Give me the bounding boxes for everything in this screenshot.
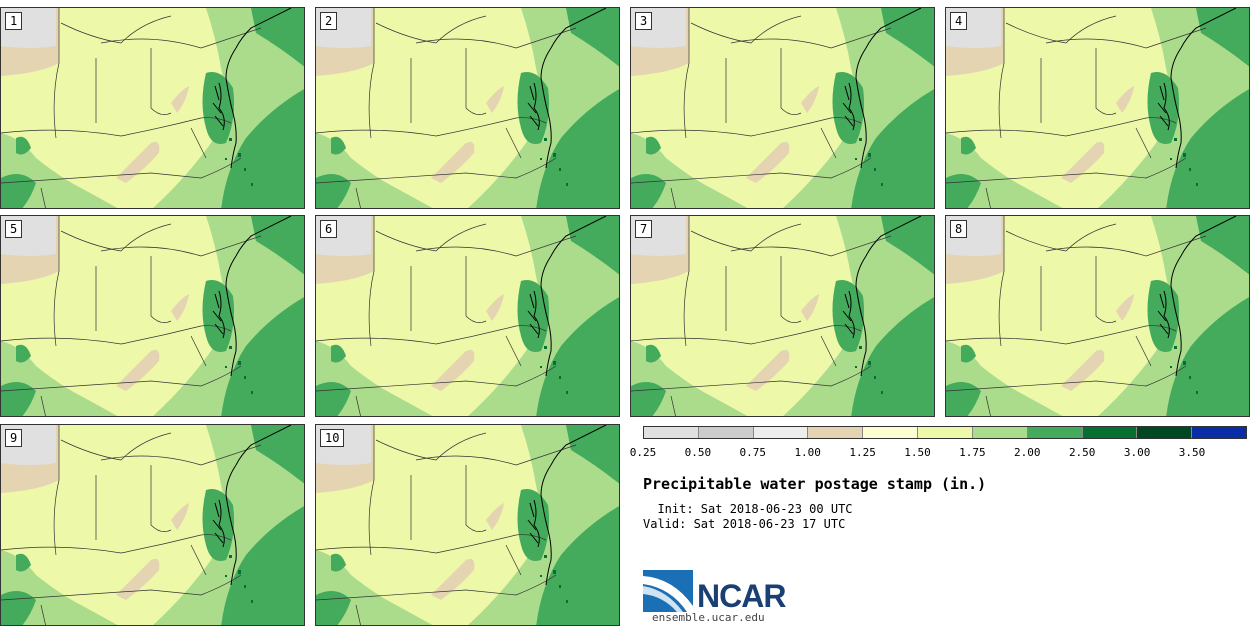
member-panel-6[interactable]: 6	[315, 215, 620, 417]
product-title: Precipitable water postage stamp (in.)	[643, 475, 987, 493]
member-panel-4[interactable]: 4	[945, 7, 1250, 209]
member-map-9	[1, 425, 305, 626]
member-number-1: 1	[5, 12, 23, 30]
member-number-8: 8	[950, 220, 968, 238]
colorbar-tick: 0.50	[684, 446, 712, 459]
colorbar-tick: 3.50	[1178, 446, 1206, 459]
colorbar-tick: 0.25	[629, 446, 657, 459]
colorbar-tick: 2.50	[1068, 446, 1096, 459]
member-map-5	[1, 216, 305, 417]
colorbar-tick: 2.00	[1014, 446, 1041, 459]
colorbar-swatch	[918, 427, 973, 438]
member-map-6	[316, 216, 620, 417]
colorbar-tick: 0.75	[739, 446, 767, 459]
member-number-7: 7	[635, 220, 653, 238]
colorbar-swatch	[1027, 427, 1083, 438]
member-map-10	[316, 425, 620, 626]
member-number-9: 9	[5, 429, 23, 447]
colorbar-swatch	[1137, 427, 1193, 438]
member-map-8	[946, 216, 1250, 417]
member-map-4	[946, 8, 1250, 209]
ncar-logo-icon	[643, 570, 693, 612]
member-map-1	[1, 8, 305, 209]
colorbar-swatch	[644, 427, 699, 438]
member-panel-1[interactable]: 1	[0, 7, 305, 209]
valid-time: Valid: Sat 2018-06-23 17 UTC	[643, 517, 846, 531]
colorbar	[643, 426, 1247, 439]
member-panel-9[interactable]: 9	[0, 424, 305, 626]
member-map-2	[316, 8, 620, 209]
member-number-6: 6	[320, 220, 338, 238]
member-number-4: 4	[950, 12, 968, 30]
colorbar-tick: 1.75	[959, 446, 986, 459]
colorbar-swatch	[698, 427, 754, 438]
member-number-2: 2	[320, 12, 338, 30]
member-panel-8[interactable]: 8	[945, 215, 1250, 417]
colorbar-swatch	[1192, 427, 1246, 438]
colorbar-swatch	[863, 427, 919, 438]
colorbar-tick: 1.00	[794, 446, 821, 459]
site-url[interactable]: ensemble.ucar.edu	[652, 611, 765, 624]
member-panel-5[interactable]: 5	[0, 215, 305, 417]
colorbar-tick: 1.50	[904, 446, 931, 459]
colorbar-tick: 3.00	[1123, 446, 1151, 459]
member-panel-2[interactable]: 2	[315, 7, 620, 209]
member-number-3: 3	[635, 12, 653, 30]
colorbar-swatch	[753, 427, 809, 438]
ncar-logo-text: NCAR	[697, 578, 786, 614]
member-map-7	[631, 216, 935, 417]
colorbar-swatch	[1082, 427, 1138, 438]
member-panel-7[interactable]: 7	[630, 215, 935, 417]
member-number-5: 5	[5, 220, 23, 238]
member-number-10: 10	[320, 429, 345, 447]
init-time: Init: Sat 2018-06-23 00 UTC	[643, 502, 853, 516]
member-map-3	[631, 8, 935, 209]
member-panel-3[interactable]: 3	[630, 7, 935, 209]
member-panel-10[interactable]: 10	[315, 424, 620, 626]
colorbar-tick: 1.25	[849, 446, 876, 459]
colorbar-swatch	[808, 427, 864, 438]
colorbar-swatch	[972, 427, 1028, 438]
